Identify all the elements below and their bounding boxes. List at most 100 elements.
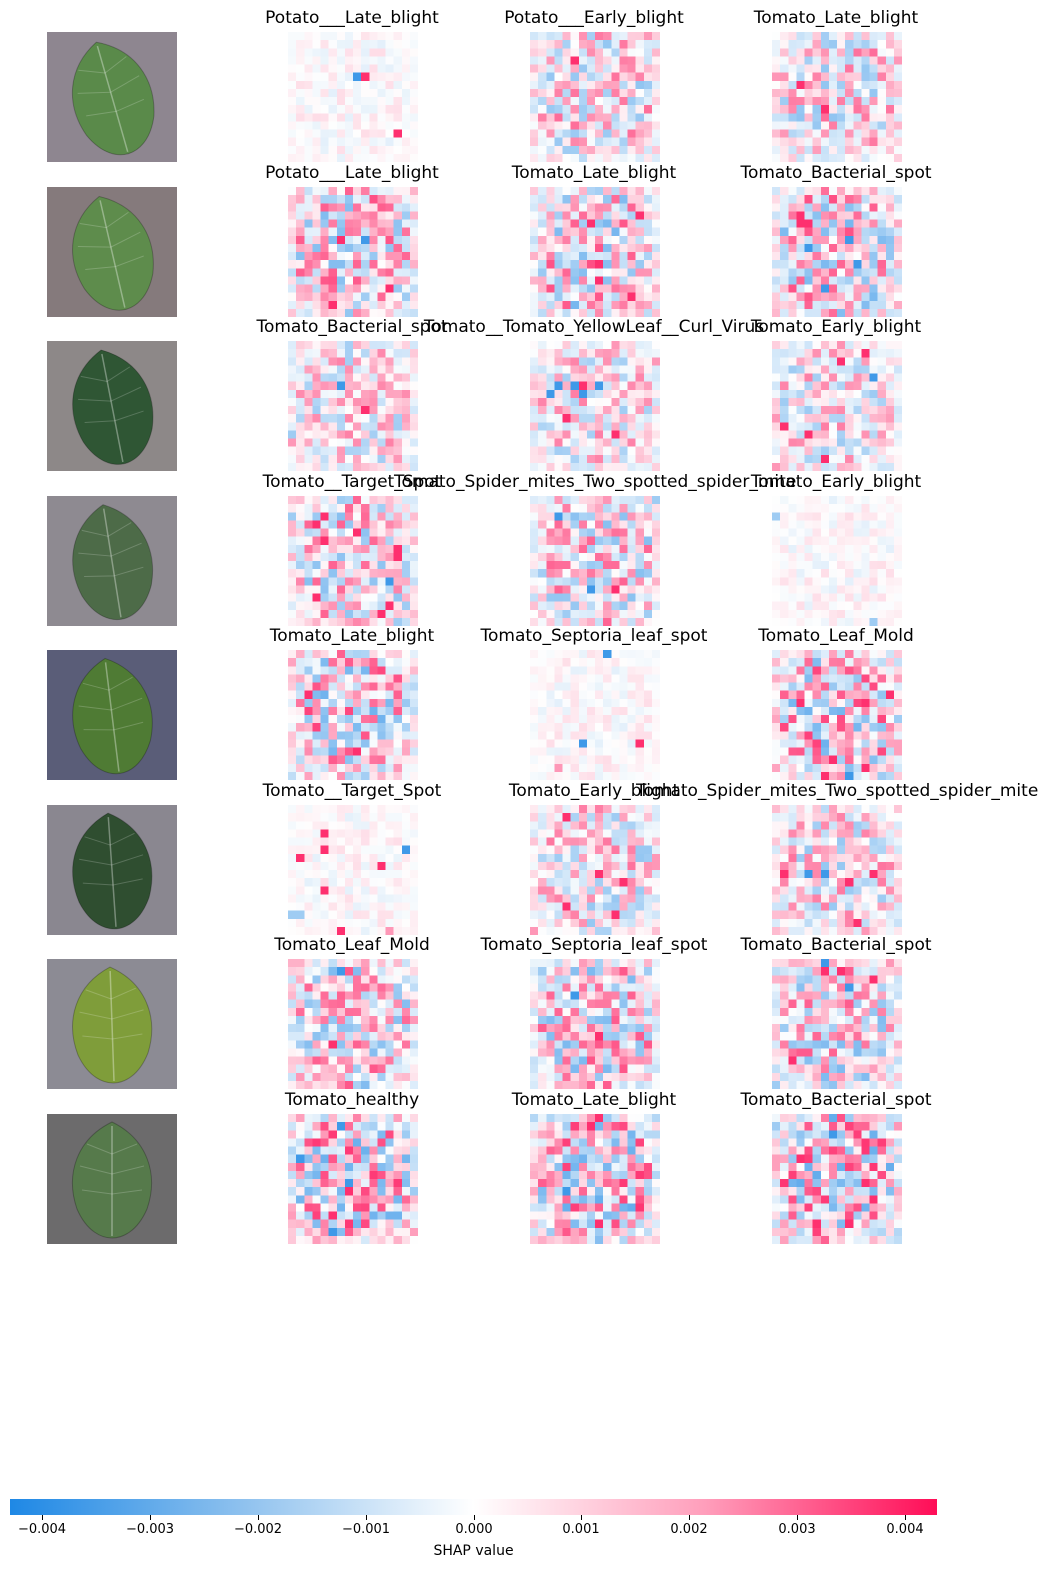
colorbar-tick — [42, 1515, 43, 1520]
shap-panel — [530, 805, 660, 935]
panel-title: Tomato_Bacterial_spot — [256, 317, 448, 337]
leaf-image — [47, 805, 177, 935]
colorbar-tick-label: 0.002 — [670, 1522, 708, 1537]
panel-title: Tomato_Late_blight — [269, 626, 435, 646]
panel-title: Tomato_Late_blight — [511, 1090, 677, 1110]
shap-heatmap — [288, 341, 418, 471]
colorbar-tick-label: −0.003 — [125, 1522, 175, 1537]
image-row: Tomato_Leaf_Mold Tomato_Septoria_leaf_spo… — [0, 935, 1045, 1089]
shap-panel — [288, 650, 418, 780]
shap-panel — [530, 1114, 660, 1244]
image-row: Tomato__Target_Spot Tomato_Spider_mites_T… — [0, 472, 1045, 626]
panel-title: Tomato_Leaf_Mold — [758, 626, 914, 646]
shap-panel — [288, 32, 418, 162]
shap-panel — [772, 496, 902, 626]
shap-heatmap — [288, 650, 418, 780]
shap-panel — [772, 1114, 902, 1244]
shap-heatmap — [288, 496, 418, 626]
shap-heatmap — [288, 32, 418, 162]
shap-heatmap — [530, 187, 660, 317]
image-row: Tomato_healthy Tomato_Late_blight Tomato_B… — [0, 1090, 1045, 1244]
colorbar-tick — [797, 1515, 798, 1520]
leaf-image — [47, 32, 177, 162]
panel-title: Tomato__Target_Spot — [262, 781, 442, 801]
panel-title: Potato___Late_blight — [265, 8, 439, 28]
shap-heatmap — [288, 805, 418, 935]
colorbar-tick-label: −0.002 — [233, 1522, 283, 1537]
shap-heatmap — [772, 32, 902, 162]
colorbar-gradient — [10, 1499, 937, 1515]
image-row: Potato___Late_blight Tomato_Late_blight To… — [0, 163, 1045, 317]
shap-panel — [772, 341, 902, 471]
panel-title: Tomato_Septoria_leaf_spot — [480, 935, 708, 955]
leaf-image — [47, 187, 177, 317]
panel-title: Tomato_Late_blight — [511, 163, 677, 183]
shap-heatmap — [288, 1114, 418, 1244]
panel-title: Tomato_Bacterial_spot — [740, 163, 932, 183]
colorbar-tick-label: −0.004 — [17, 1522, 67, 1537]
leaf-image — [47, 1114, 177, 1244]
shap-heatmap — [772, 650, 902, 780]
shap-heatmap — [530, 959, 660, 1089]
panel-title: Tomato_healthy — [284, 1090, 420, 1110]
shap-panel — [288, 1114, 418, 1244]
panel-title: Tomato_Early_blight — [750, 317, 922, 337]
colorbar-xlabel: SHAP value — [433, 1543, 514, 1559]
colorbar-tick — [581, 1515, 582, 1520]
shap-heatmap — [530, 341, 660, 471]
colorbar-tick — [366, 1515, 367, 1520]
shap-heatmap — [772, 805, 902, 935]
panel-title: Tomato_Early_blight — [750, 472, 922, 492]
panel-title: Tomato_Late_blight — [753, 8, 919, 28]
shap-panel — [288, 496, 418, 626]
shap-heatmap — [772, 341, 902, 471]
image-row: Tomato__Target_Spot Tomato_Early_blight To… — [0, 781, 1045, 935]
shap-panel — [772, 805, 902, 935]
shap-panel — [530, 496, 660, 626]
shap-panel — [288, 187, 418, 317]
shap-heatmap — [772, 187, 902, 317]
leaf-image — [47, 341, 177, 471]
shap-panel — [530, 650, 660, 780]
panel-title: Tomato_Bacterial_spot — [740, 935, 932, 955]
shap-panel — [772, 650, 902, 780]
shap-panel — [288, 805, 418, 935]
colorbar-tick-label: −0.001 — [341, 1522, 391, 1537]
panel-title: Tomato_Leaf_Mold — [274, 935, 430, 955]
panel-title: Tomato_Septoria_leaf_spot — [480, 626, 708, 646]
shap-heatmap — [288, 959, 418, 1089]
shap-panel — [288, 341, 418, 471]
shap-heatmap — [530, 805, 660, 935]
shap-panel — [530, 341, 660, 471]
shap-heatmap — [530, 32, 660, 162]
colorbar-tick — [258, 1515, 259, 1520]
colorbar-tick-label: 0.004 — [886, 1522, 924, 1537]
shap-panel — [772, 32, 902, 162]
colorbar-tick — [689, 1515, 690, 1520]
panel-title: Potato___Early_blight — [504, 8, 684, 28]
colorbar-tick-label: 0.003 — [778, 1522, 816, 1537]
shap-heatmap — [288, 187, 418, 317]
panel-title: Tomato_Spider_mites_Two_spotted_spider_m… — [636, 781, 1039, 801]
leaf-image — [47, 650, 177, 780]
colorbar-tick — [474, 1515, 475, 1520]
shap-panel — [288, 959, 418, 1089]
image-row: Tomato_Bacterial_spot Tomato__Tomato_Yell… — [0, 317, 1045, 471]
panel-title: Tomato_Early_blight — [508, 781, 680, 801]
colorbar-tick — [150, 1515, 151, 1520]
panel-title: Tomato__Tomato_YellowLeaf__Curl_Virus — [423, 317, 765, 337]
leaf-image — [47, 959, 177, 1089]
image-row: Potato___Late_blight Potato___Early_bligh… — [0, 8, 1045, 162]
colorbar-tick-label: 0.001 — [562, 1522, 600, 1537]
panel-title: Tomato__Target_Spot — [262, 472, 442, 492]
shap-panel — [530, 187, 660, 317]
colorbar-tick-label: 0.000 — [455, 1522, 493, 1537]
shap-heatmap — [772, 959, 902, 1089]
shap-heatmap — [772, 1114, 902, 1244]
colorbar-tick — [905, 1515, 906, 1520]
shap-heatmap — [530, 1114, 660, 1244]
panel-title: Tomato_Spider_mites_Two_spotted_spider_m… — [394, 472, 797, 492]
shap-panel — [772, 959, 902, 1089]
shap-heatmap — [772, 496, 902, 626]
